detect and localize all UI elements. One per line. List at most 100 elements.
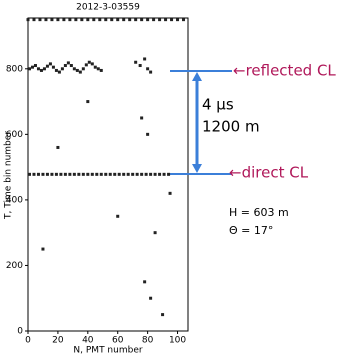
hit: [36, 172, 40, 176]
x-tick-label: 80: [142, 336, 154, 346]
hit: [140, 18, 144, 22]
hit: [62, 18, 66, 22]
hit: [108, 172, 112, 176]
hit: [50, 172, 54, 176]
chart-title: 2012-3-03559: [76, 3, 140, 13]
hit: [51, 65, 55, 69]
hit: [90, 62, 94, 66]
hit: [33, 64, 37, 68]
hit: [86, 172, 90, 176]
hit: [72, 172, 76, 176]
hit: [99, 68, 103, 72]
hit: [44, 18, 48, 22]
arrow-head: [192, 72, 202, 81]
hit: [63, 172, 67, 176]
hit: [140, 116, 144, 120]
hit: [149, 70, 153, 74]
hit: [143, 280, 147, 284]
hit: [134, 18, 138, 22]
x-tick-label: 40: [82, 336, 94, 346]
hit: [161, 313, 165, 317]
hit: [143, 57, 147, 61]
hit: [138, 64, 142, 68]
hit: [128, 18, 132, 22]
hit: [90, 172, 94, 176]
hit: [77, 172, 81, 176]
hit: [63, 64, 67, 68]
hit: [104, 18, 108, 22]
x-axis-label: N, PMT number: [73, 346, 142, 356]
hit: [146, 67, 150, 71]
hit: [75, 68, 79, 72]
hit: [69, 64, 73, 68]
hit: [146, 132, 150, 136]
hit: [113, 172, 117, 176]
hit: [56, 18, 60, 22]
hit: [92, 18, 96, 22]
hit: [168, 191, 172, 195]
hit: [158, 18, 162, 22]
hit: [68, 18, 72, 22]
hit: [27, 172, 31, 176]
hit: [135, 172, 139, 176]
y-tick-label: 600: [6, 130, 23, 140]
hit: [182, 18, 186, 22]
hit: [110, 18, 114, 22]
hit: [78, 70, 82, 74]
hit: [81, 67, 85, 71]
hit: [164, 18, 168, 22]
hit: [153, 231, 157, 235]
hit: [68, 172, 72, 176]
hit: [39, 68, 43, 72]
hit: [134, 60, 138, 64]
hit: [59, 172, 63, 176]
hit: [27, 67, 31, 71]
hit: [117, 172, 121, 176]
hit: [81, 172, 85, 176]
hit: [95, 172, 99, 176]
hit: [66, 61, 70, 65]
hit: [26, 18, 30, 22]
hit: [57, 70, 61, 74]
hit: [54, 172, 58, 176]
hit: [72, 67, 76, 71]
hit: [45, 172, 49, 176]
hit: [56, 145, 60, 149]
y-tick-label: 800: [6, 64, 23, 74]
hit: [54, 68, 58, 72]
hit: [96, 67, 100, 71]
x-tick-label: 100: [169, 336, 186, 346]
hit: [80, 18, 84, 22]
hit: [122, 172, 126, 176]
y-tick-label: 0: [17, 327, 23, 337]
hit: [99, 172, 103, 176]
x-tick-label: 20: [52, 336, 64, 346]
hit: [149, 172, 153, 176]
hit: [74, 18, 78, 22]
hit: [104, 172, 108, 176]
hit: [87, 60, 91, 64]
annotation: H = 603 m: [229, 206, 289, 219]
annotation: Θ = 17°: [229, 224, 273, 237]
hit: [50, 18, 54, 22]
hit: [126, 172, 130, 176]
hit: [60, 67, 64, 71]
hit: [30, 65, 34, 69]
y-axis-label: T, Time bin number: [4, 131, 14, 220]
hit: [146, 18, 150, 22]
hit: [98, 18, 102, 22]
hit: [41, 247, 45, 251]
x-tick-label: 0: [25, 336, 31, 346]
annotation: ←direct CL: [229, 164, 309, 182]
hit: [144, 172, 148, 176]
annotation: 4 µs: [202, 96, 234, 114]
hit: [32, 172, 36, 176]
hit: [131, 172, 135, 176]
hit: [86, 18, 90, 22]
hit: [170, 18, 174, 22]
hit: [116, 214, 120, 218]
hit: [48, 62, 52, 66]
hit: [93, 65, 97, 69]
hit: [116, 18, 120, 22]
